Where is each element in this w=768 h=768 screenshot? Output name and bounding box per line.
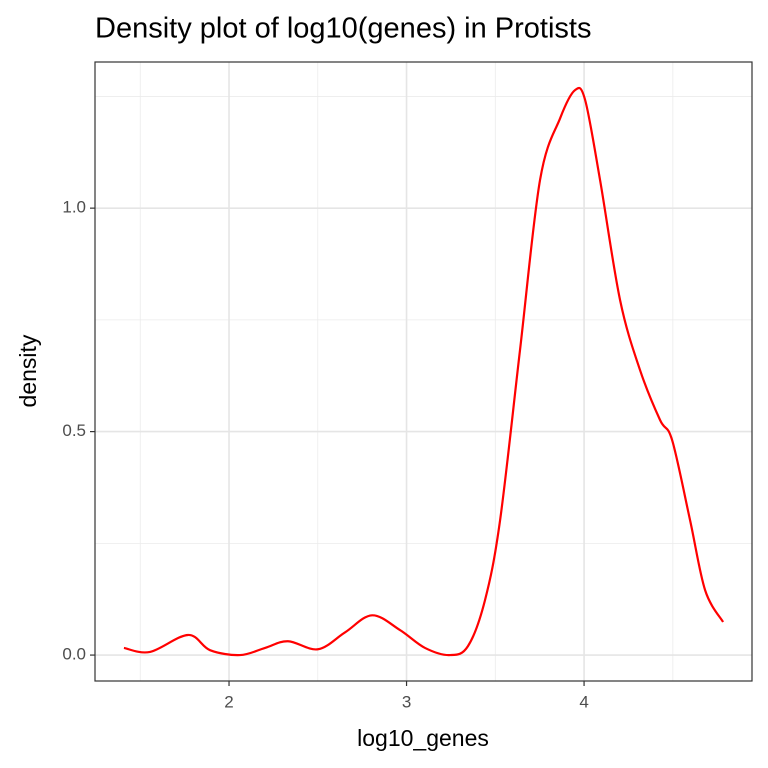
x-tick-label: 4 xyxy=(579,692,588,711)
y-tick-label: 1.0 xyxy=(62,198,86,217)
x-axis-label: log10_genes xyxy=(357,725,489,751)
y-tick-label: 0.0 xyxy=(62,645,86,664)
plot-border xyxy=(94,61,753,682)
y-axis-label: density xyxy=(15,334,41,407)
y-tick-label: 0.5 xyxy=(62,421,86,440)
x-tick-label: 3 xyxy=(402,692,411,711)
x-tick-label: 2 xyxy=(224,692,233,711)
density-line xyxy=(123,86,725,657)
chart-title: Density plot of log10(genes) in Protists xyxy=(95,13,591,45)
